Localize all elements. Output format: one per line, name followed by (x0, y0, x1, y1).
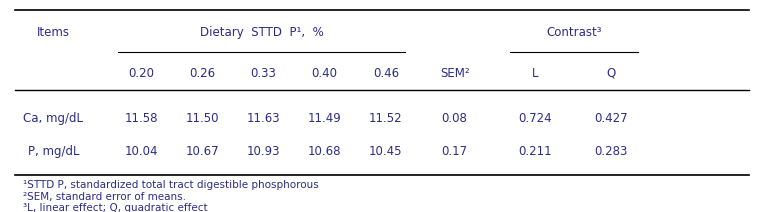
Text: ¹STTD P, standardized total tract digestible phosphorous: ¹STTD P, standardized total tract digest… (23, 180, 319, 191)
Text: 11.49: 11.49 (308, 112, 342, 125)
Text: Q: Q (607, 67, 616, 80)
Text: 0.33: 0.33 (251, 67, 277, 80)
Text: 10.45: 10.45 (369, 145, 403, 158)
Text: P, mg/dL: P, mg/dL (28, 145, 79, 158)
Text: 10.68: 10.68 (308, 145, 342, 158)
Text: 0.17: 0.17 (442, 145, 468, 158)
Text: ³L, linear effect; Q, quadratic effect: ³L, linear effect; Q, quadratic effect (23, 203, 208, 212)
Text: Dietary  STTD  P¹,  %: Dietary STTD P¹, % (200, 26, 323, 39)
Text: Ca, mg/dL: Ca, mg/dL (24, 112, 83, 125)
Text: Contrast³: Contrast³ (546, 26, 602, 39)
Text: 11.50: 11.50 (186, 112, 219, 125)
Text: Items: Items (37, 26, 70, 39)
Text: L: L (532, 67, 538, 80)
Text: 0.46: 0.46 (373, 67, 399, 80)
Text: 11.52: 11.52 (369, 112, 403, 125)
Text: 0.427: 0.427 (594, 112, 628, 125)
Text: 0.20: 0.20 (128, 67, 154, 80)
Text: 11.58: 11.58 (125, 112, 158, 125)
Text: 11.63: 11.63 (247, 112, 280, 125)
Text: 10.93: 10.93 (247, 145, 280, 158)
Text: 10.67: 10.67 (186, 145, 219, 158)
Text: 10.04: 10.04 (125, 145, 158, 158)
Text: 0.283: 0.283 (594, 145, 628, 158)
Text: 0.40: 0.40 (312, 67, 338, 80)
Text: 0.724: 0.724 (518, 112, 552, 125)
Text: 0.211: 0.211 (518, 145, 552, 158)
Text: 0.26: 0.26 (189, 67, 215, 80)
Text: SEM²: SEM² (440, 67, 469, 80)
Text: 0.08: 0.08 (442, 112, 468, 125)
Text: ²SEM, standard error of means.: ²SEM, standard error of means. (23, 192, 186, 202)
